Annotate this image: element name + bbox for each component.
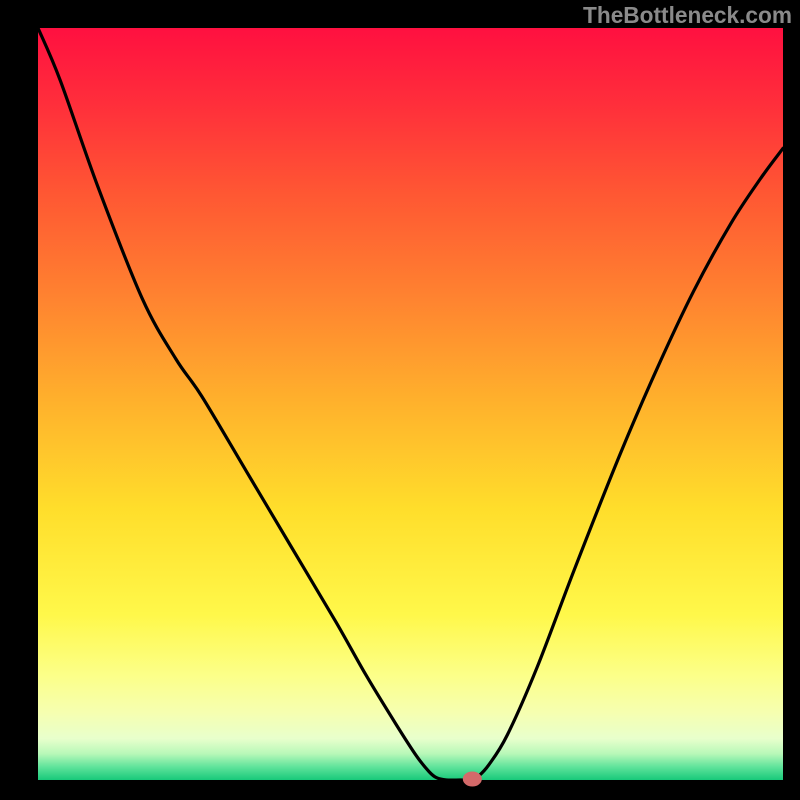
bottleneck-chart	[0, 0, 800, 800]
chart-container: { "watermark": { "text": "TheBottleneck.…	[0, 0, 800, 800]
watermark-text: TheBottleneck.com	[583, 2, 792, 29]
optimum-marker	[463, 772, 481, 786]
plot-background	[38, 28, 783, 780]
